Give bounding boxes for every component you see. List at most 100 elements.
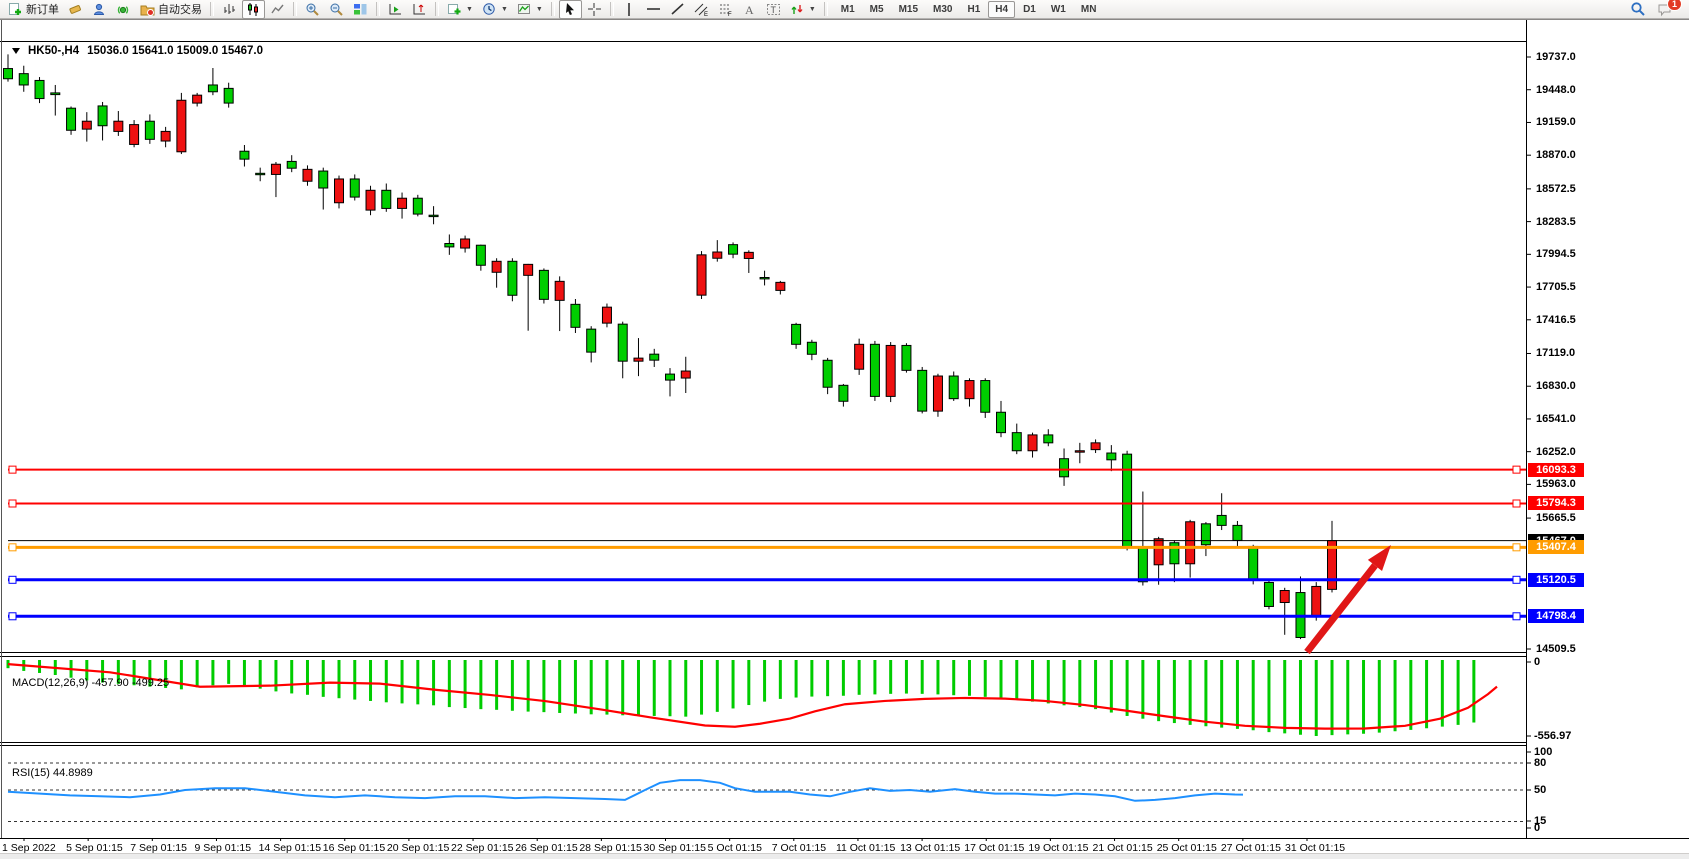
new-chart-button[interactable]: ▼ xyxy=(443,0,477,19)
price-line-handle[interactable] xyxy=(1512,543,1521,552)
chart-shift-button[interactable] xyxy=(408,0,431,19)
tile-windows-button[interactable] xyxy=(349,0,372,19)
candle-body xyxy=(901,344,912,371)
svg-text:T: T xyxy=(770,5,776,15)
candle-body xyxy=(50,92,61,96)
timeframe-mn[interactable]: MN xyxy=(1080,3,1097,15)
price-line-handle[interactable] xyxy=(8,543,17,552)
channel-tool[interactable]: E xyxy=(690,0,713,19)
candle-body xyxy=(460,238,471,249)
text-tool[interactable]: A xyxy=(738,0,761,19)
signal-icon xyxy=(116,2,131,17)
trend-arrow-head[interactable] xyxy=(1367,545,1391,572)
candle-body xyxy=(3,68,13,80)
macd-indicator-label: MACD(12,26,9) -457.90 -499.25 xyxy=(12,677,170,689)
timeframe-m1[interactable]: M1 xyxy=(840,3,855,15)
candle-body xyxy=(996,411,1007,434)
timeframe-m5[interactable]: M5 xyxy=(869,3,884,15)
tile-windows-icon xyxy=(353,2,368,17)
trend-arrow-line[interactable] xyxy=(1304,563,1378,655)
candle-body xyxy=(397,197,408,209)
candle-body xyxy=(381,189,392,209)
candle-body xyxy=(917,369,928,412)
candle-body xyxy=(1106,452,1117,461)
clock-icon xyxy=(482,2,497,17)
price-line-handle[interactable] xyxy=(8,465,17,474)
eraser-button[interactable] xyxy=(64,0,87,19)
text-icon: A xyxy=(742,2,757,17)
publish-button[interactable] xyxy=(88,0,111,19)
candle-body xyxy=(302,168,313,182)
candle-body xyxy=(743,251,754,259)
chevron-down-icon: ▼ xyxy=(500,5,508,13)
price-line-handle[interactable] xyxy=(1512,465,1521,474)
candle-body xyxy=(538,269,549,300)
candle-body xyxy=(806,341,817,355)
zoom-out-button[interactable] xyxy=(325,0,348,19)
fibonacci-icon: F xyxy=(718,2,733,17)
price-line-handle[interactable] xyxy=(8,612,17,621)
arrows-tool[interactable]: ▼ xyxy=(786,0,820,19)
timeframe-h4[interactable]: H4 xyxy=(988,0,1016,18)
one-click-trading-collapse-icon[interactable] xyxy=(12,48,20,54)
candle-body xyxy=(1074,450,1085,453)
timeframe-h1[interactable]: H1 xyxy=(967,3,981,15)
periods-button[interactable]: ▼ xyxy=(478,0,512,19)
arrow-shapes-icon xyxy=(790,2,805,17)
signals-button[interactable] xyxy=(112,0,135,19)
candle-body xyxy=(586,328,597,353)
candle-body xyxy=(97,105,108,127)
autotrade-label: 自动交易 xyxy=(158,4,202,16)
candle-body xyxy=(1263,581,1274,607)
toolbar-separator xyxy=(823,2,828,16)
vertical-line-tool[interactable] xyxy=(618,0,641,19)
candle-body xyxy=(869,343,880,397)
candle-body xyxy=(444,243,455,248)
cursor-icon xyxy=(563,2,578,17)
candle-body xyxy=(349,178,360,198)
indicators-button[interactable]: ▼ xyxy=(513,0,547,19)
bar-chart-icon xyxy=(222,2,237,17)
bar-chart-button[interactable] xyxy=(218,0,241,19)
auto-scroll-button[interactable] xyxy=(384,0,407,19)
timeframe-w1[interactable]: W1 xyxy=(1050,3,1066,15)
candle-body xyxy=(507,260,518,296)
price-line-handle[interactable] xyxy=(8,499,17,508)
candle-body xyxy=(1137,546,1148,583)
rsi-indicator-label: RSI(15) 44.8989 xyxy=(12,767,93,779)
price-line-handle[interactable] xyxy=(1512,612,1521,621)
candle-body xyxy=(192,94,203,104)
timeframe-m30[interactable]: M30 xyxy=(933,3,953,15)
horizontal-line-tool[interactable] xyxy=(642,0,665,19)
toolbar-separator xyxy=(376,2,380,16)
cursor-tool-button[interactable] xyxy=(558,0,582,19)
timeframe-d1[interactable]: D1 xyxy=(1023,3,1036,15)
timeframe-m15[interactable]: M15 xyxy=(898,3,919,15)
chart-shift-icon xyxy=(412,2,427,17)
candle-body xyxy=(822,359,833,388)
line-chart-button[interactable] xyxy=(266,0,289,19)
horizontal-line-icon xyxy=(646,2,661,17)
chart-window: HK50-,H4 15036.0 15641.0 15009.0 15467.0… xyxy=(0,19,1689,859)
candlestick-chart-button[interactable] xyxy=(242,0,265,19)
zoom-in-button[interactable] xyxy=(301,0,324,19)
candle-body xyxy=(160,130,171,142)
candle-body xyxy=(81,120,92,130)
label-tool[interactable]: T xyxy=(762,0,785,19)
svg-text:A: A xyxy=(745,3,754,17)
price-line-handle[interactable] xyxy=(1512,575,1521,584)
fibonacci-tool[interactable]: F xyxy=(714,0,737,19)
price-line-handle[interactable] xyxy=(8,575,17,584)
notifications-icon[interactable]: 1 xyxy=(1655,0,1682,17)
price-line-handle[interactable] xyxy=(1512,499,1521,508)
trendline-tool[interactable] xyxy=(666,0,689,19)
vertical-line-icon xyxy=(622,2,637,17)
new-order-button[interactable]: 新订单 xyxy=(4,0,63,19)
trendline-icon xyxy=(670,2,685,17)
search-icon[interactable] xyxy=(1630,2,1645,17)
autotrade-button[interactable]: 自动交易 xyxy=(136,0,206,19)
notification-badge: 1 xyxy=(1666,0,1682,11)
svg-text:E: E xyxy=(704,12,708,17)
crosshair-tool-button[interactable] xyxy=(583,0,606,19)
